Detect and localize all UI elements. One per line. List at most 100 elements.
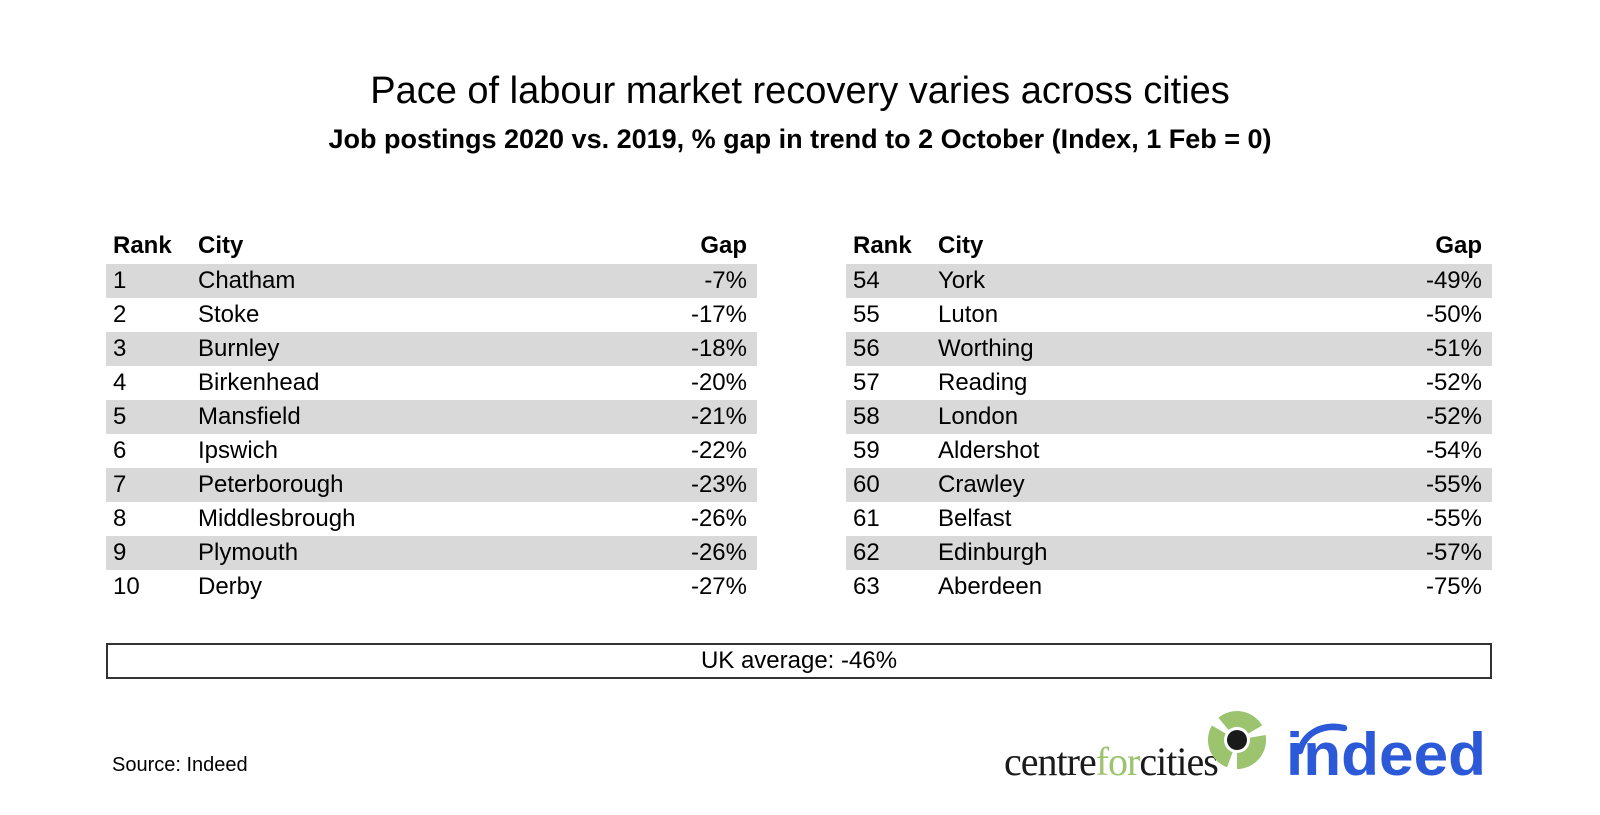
table-row: 55 Luton -50% xyxy=(846,298,1492,332)
indeed-wordmark: indeed xyxy=(1286,721,1486,788)
gap-cell: -21% xyxy=(690,403,747,430)
rank-cell: 60 xyxy=(853,471,880,498)
rank-cell: 55 xyxy=(853,301,880,328)
table-row: 62 Edinburgh -57% xyxy=(846,536,1492,570)
city-cell: London xyxy=(938,403,1019,430)
table-row: 8 Middlesbrough -26% xyxy=(106,502,757,536)
rank-cell: 1 xyxy=(113,267,127,294)
rank-cell: 7 xyxy=(113,471,127,498)
city-cell: Burnley xyxy=(198,335,280,362)
source-note: Source: Indeed xyxy=(112,754,248,776)
gap-cell: -26% xyxy=(690,539,747,566)
page-title: Pace of labour market recovery varies ac… xyxy=(370,70,1230,112)
table-row: 5 Mansfield -21% xyxy=(106,400,757,434)
city-cell: Ipswich xyxy=(198,437,279,464)
rank-cell: 62 xyxy=(853,539,880,566)
table-row: 1 Chatham -7% xyxy=(106,264,757,298)
gap-cell: -51% xyxy=(1425,335,1482,362)
table-header-row: Rank City Gap xyxy=(106,228,757,264)
gap-cell: -18% xyxy=(690,335,747,362)
rank-cell: 61 xyxy=(853,505,880,532)
gap-cell: -27% xyxy=(690,573,747,600)
table-row: 7 Peterborough -23% xyxy=(106,468,757,502)
rank-cell: 5 xyxy=(113,403,127,430)
table-row: 59 Aldershot -54% xyxy=(846,434,1492,468)
rank-cell: 63 xyxy=(853,573,880,600)
city-cell: Chatham xyxy=(198,267,296,294)
gap-cell: -52% xyxy=(1425,369,1482,396)
table-row: 58 London -52% xyxy=(846,400,1492,434)
gap-cell: -52% xyxy=(1425,403,1482,430)
pinwheel-icon xyxy=(1207,711,1267,769)
rank-cell: 3 xyxy=(113,335,127,362)
city-cell: Plymouth xyxy=(198,539,299,566)
gap-cell: -23% xyxy=(690,471,747,498)
city-cell: Mansfield xyxy=(198,403,301,430)
column-header-city: City xyxy=(938,232,984,259)
city-cell: Aberdeen xyxy=(938,573,1043,600)
gap-cell: -26% xyxy=(690,505,747,532)
column-header-gap: Gap xyxy=(1435,232,1482,259)
gap-cell: -55% xyxy=(1425,505,1482,532)
city-cell: Crawley xyxy=(938,471,1025,498)
rank-cell: 8 xyxy=(113,505,127,532)
gap-cell: -54% xyxy=(1425,437,1482,464)
table-row: 63 Aberdeen -75% xyxy=(846,570,1492,604)
city-cell: Belfast xyxy=(938,505,1012,532)
centreforcities-wordmark: centreforcities xyxy=(1004,739,1218,778)
city-cell: Aldershot xyxy=(938,437,1040,464)
centreforcities-logo: centreforcities xyxy=(1004,711,1267,778)
ranking-table-bottom-cities: Rank City Gap 54 York -49% 55 Luton -50%… xyxy=(846,228,1492,604)
table-row: 2 Stoke -17% xyxy=(106,298,757,332)
table-row: 3 Burnley -18% xyxy=(106,332,757,366)
table-body: 1 Chatham -7% 2 Stoke -17% 3 Burnley -18… xyxy=(106,264,757,604)
gap-cell: -57% xyxy=(1425,539,1482,566)
table-row: 4 Birkenhead -20% xyxy=(106,366,757,400)
city-cell: Stoke xyxy=(198,301,260,328)
table-row: 56 Worthing -51% xyxy=(846,332,1492,366)
swoosh-arc-icon xyxy=(1296,723,1348,755)
gap-cell: -49% xyxy=(1425,267,1482,294)
column-header-city: City xyxy=(198,232,244,259)
table-row: 57 Reading -52% xyxy=(846,366,1492,400)
pinwheel-center-dot xyxy=(1227,730,1247,750)
city-cell: York xyxy=(938,267,986,294)
rank-cell: 2 xyxy=(113,301,127,328)
gap-cell: -50% xyxy=(1425,301,1482,328)
column-header-rank: Rank xyxy=(853,232,912,259)
gap-cell: -55% xyxy=(1425,471,1482,498)
city-cell: Worthing xyxy=(938,335,1034,362)
table-header-row: Rank City Gap xyxy=(846,228,1492,264)
gap-cell: -22% xyxy=(690,437,747,464)
table-row: 6 Ipswich -22% xyxy=(106,434,757,468)
page-subtitle: Job postings 2020 vs. 2019, % gap in tre… xyxy=(328,124,1272,154)
table-row: 9 Plymouth -26% xyxy=(106,536,757,570)
rank-cell: 58 xyxy=(853,403,880,430)
table-body: 54 York -49% 55 Luton -50% 56 Worthing -… xyxy=(846,264,1492,604)
rank-cell: 4 xyxy=(113,369,127,396)
rank-cell: 56 xyxy=(853,335,880,362)
city-cell: Birkenhead xyxy=(198,369,320,396)
rank-cell: 6 xyxy=(113,437,127,464)
indeed-logo: indeed xyxy=(1286,721,1486,788)
table-row: 54 York -49% xyxy=(846,264,1492,298)
gap-cell: -17% xyxy=(690,301,747,328)
city-cell: Derby xyxy=(198,573,263,600)
city-cell: Luton xyxy=(938,301,999,328)
uk-average-box: UK average: -46% xyxy=(106,643,1492,679)
city-cell: Edinburgh xyxy=(938,539,1048,566)
city-cell: Middlesbrough xyxy=(198,505,356,532)
rank-cell: 10 xyxy=(113,573,140,600)
column-header-rank: Rank xyxy=(113,232,172,259)
rank-cell: 54 xyxy=(853,267,880,294)
gap-cell: -20% xyxy=(690,369,747,396)
city-cell: Reading xyxy=(938,369,1028,396)
rank-cell: 59 xyxy=(853,437,880,464)
table-row: 60 Crawley -55% xyxy=(846,468,1492,502)
rank-cell: 57 xyxy=(853,369,880,396)
uk-average-label: UK average: -46% xyxy=(700,647,898,674)
city-cell: Peterborough xyxy=(198,471,344,498)
table-row: 10 Derby -27% xyxy=(106,570,757,604)
ranking-table-top-cities: Rank City Gap 1 Chatham -7% 2 Stoke -17%… xyxy=(106,228,757,604)
